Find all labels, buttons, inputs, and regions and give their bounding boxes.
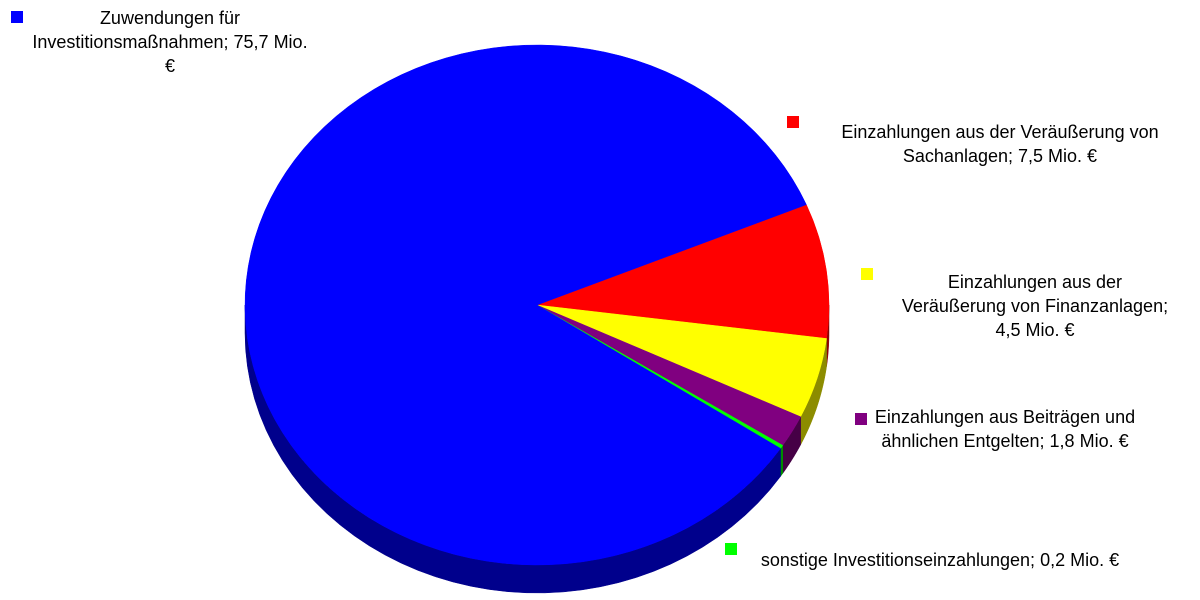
label-separator: ;: [1163, 296, 1169, 316]
value-label: 4,5 Mio. €: [995, 320, 1075, 340]
legend-swatch: [725, 543, 737, 555]
legend-swatch: [855, 413, 867, 425]
label-separator: ;: [1030, 550, 1036, 570]
slice-side: [780, 444, 784, 478]
value-label: 7,5 Mio. €: [1018, 146, 1098, 166]
legend-swatch: [787, 116, 799, 128]
data-label: Einzahlungen aus Beiträgen und ähnlichen…: [870, 405, 1140, 453]
value-label: 75,7 Mio. €: [164, 32, 308, 76]
label-separator: ;: [1008, 146, 1014, 166]
value-label: 1,8 Mio. €: [1049, 431, 1129, 451]
category-name: Einzahlungen aus der Veräußerung von Sac…: [841, 122, 1159, 166]
category-name: Zuwendungen für Investitionsmaßnahmen: [32, 8, 241, 52]
legend-swatch: [11, 11, 23, 23]
legend-swatch: [861, 268, 873, 280]
slice: [536, 204, 830, 339]
data-label: sonstige Investitionseinzahlungen; 0,2 M…: [735, 548, 1145, 572]
slice: [244, 44, 807, 566]
category-name: sonstige Investitionseinzahlungen: [760, 550, 1031, 570]
data-label: Zuwendungen für Investitionsmaßnahmen; 7…: [25, 6, 315, 78]
label-separator: ;: [223, 32, 229, 52]
value-label: 0,2 Mio. €: [1040, 550, 1120, 570]
data-label: Einzahlungen aus der Veräußerung von Fin…: [900, 270, 1170, 342]
category-name: Einzahlungen aus der Veräußerung von Fin…: [901, 272, 1164, 316]
label-separator: ;: [1039, 431, 1045, 451]
category-name: Einzahlungen aus Beiträgen und ähnlichen…: [874, 407, 1136, 451]
data-label: Einzahlungen aus der Veräußerung von Sac…: [805, 120, 1195, 168]
